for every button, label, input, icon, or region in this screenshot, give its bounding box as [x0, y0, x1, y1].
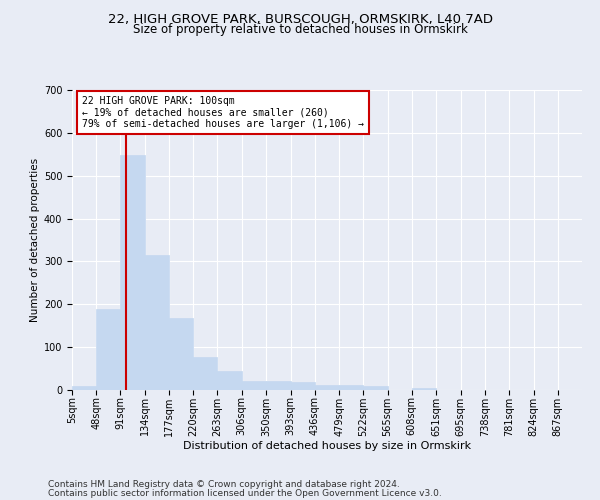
- X-axis label: Distribution of detached houses by size in Ormskirk: Distribution of detached houses by size …: [183, 442, 471, 452]
- Bar: [339, 385, 364, 390]
- Bar: [145, 255, 169, 390]
- Bar: [266, 382, 290, 390]
- Text: Size of property relative to detached houses in Ormskirk: Size of property relative to detached ho…: [133, 22, 467, 36]
- Text: 22 HIGH GROVE PARK: 100sqm
← 19% of detached houses are smaller (260)
79% of sem: 22 HIGH GROVE PARK: 100sqm ← 19% of deta…: [82, 96, 364, 129]
- Text: 22, HIGH GROVE PARK, BURSCOUGH, ORMSKIRK, L40 7AD: 22, HIGH GROVE PARK, BURSCOUGH, ORMSKIRK…: [107, 12, 493, 26]
- Bar: [364, 386, 388, 390]
- Bar: [121, 155, 145, 390]
- Bar: [96, 308, 121, 390]
- Bar: [72, 386, 96, 390]
- Bar: [315, 385, 339, 390]
- Bar: [169, 318, 193, 390]
- Bar: [217, 370, 242, 390]
- Bar: [412, 388, 436, 390]
- Bar: [193, 356, 217, 390]
- Y-axis label: Number of detached properties: Number of detached properties: [29, 158, 40, 322]
- Bar: [290, 382, 315, 390]
- Bar: [242, 382, 266, 390]
- Text: Contains public sector information licensed under the Open Government Licence v3: Contains public sector information licen…: [48, 489, 442, 498]
- Text: Contains HM Land Registry data © Crown copyright and database right 2024.: Contains HM Land Registry data © Crown c…: [48, 480, 400, 489]
